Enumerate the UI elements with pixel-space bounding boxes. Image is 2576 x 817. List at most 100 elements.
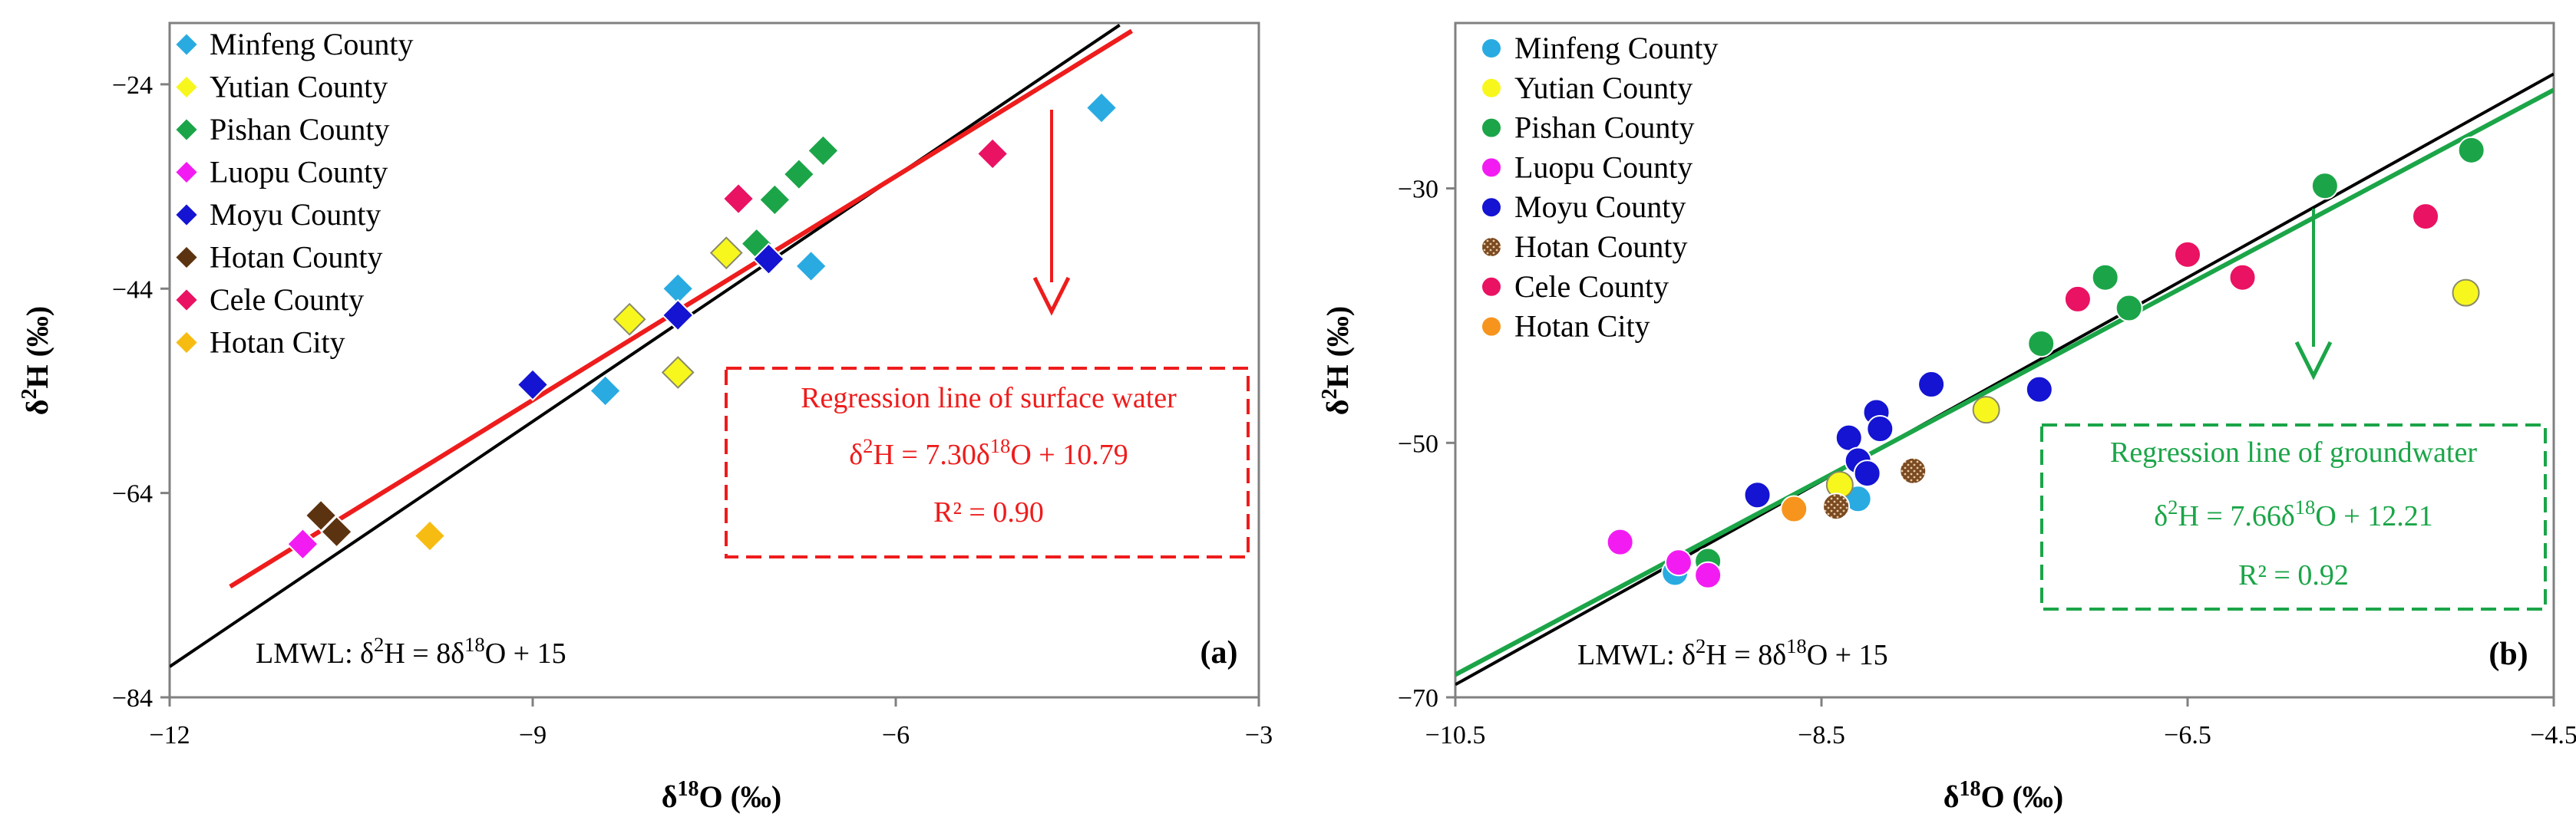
regression-box (725, 367, 1250, 558)
data-point (2063, 285, 2092, 313)
data-points (286, 91, 1118, 561)
data-point (1899, 456, 1927, 485)
legend-label: Hotan County (210, 240, 383, 275)
annotation-arrow-head (2294, 341, 2333, 380)
data-point (2091, 263, 2119, 292)
data-point (2027, 329, 2056, 357)
lmwl-equation: LMWL: δ2H = 8δ18O + 15 (1577, 634, 1888, 671)
y-tick-label: −84 (112, 684, 153, 713)
legend-label: Moyu County (210, 197, 381, 232)
legend-marker (173, 287, 200, 313)
x-tick-label: −8.5 (1798, 721, 1845, 749)
x-tick-label: −9 (519, 721, 547, 749)
legend-marker (1481, 315, 1502, 338)
x-tick-label: −10.5 (1425, 721, 1486, 749)
legend-marker (173, 31, 200, 58)
legend-marker (173, 330, 200, 355)
data-point (589, 374, 623, 407)
legend-label: Luopu County (1514, 150, 1693, 184)
y-tick-label: −64 (112, 480, 153, 509)
x-axis-label: δ18O (‰) (662, 777, 782, 815)
data-point (1664, 549, 1693, 577)
legend-marker (1481, 275, 1502, 298)
x-tick-label: −4.5 (2530, 721, 2576, 749)
legend-label: Luopu County (210, 155, 388, 189)
data-point (2174, 240, 2201, 268)
legend-marker (1481, 156, 1502, 179)
legend-marker (1481, 236, 1502, 258)
data-point (1694, 561, 1722, 589)
plot-frame (168, 21, 1260, 699)
regression-box (2040, 423, 2547, 611)
data-point (661, 298, 695, 332)
regression-title: Regression line of surface water (801, 382, 1177, 414)
regression-lines (1455, 72, 2554, 687)
legend-label: Minfeng County (210, 27, 414, 61)
legend-marker (173, 117, 200, 143)
y-tick-label: −24 (112, 71, 153, 100)
x-tick-label: −6.5 (2164, 721, 2211, 749)
legend-label: Hotan City (1514, 309, 1650, 344)
x-tick-label: −3 (1245, 721, 1273, 749)
legend-label: Cele County (210, 282, 364, 317)
legend-marker (1481, 117, 1502, 139)
legend-label: Yutian County (210, 70, 388, 104)
data-point (752, 242, 785, 276)
legend-label: Hotan County (1514, 229, 1688, 264)
data-points (1606, 136, 2485, 589)
legend-marker (173, 202, 200, 228)
legend-label: Minfeng County (1514, 31, 1719, 65)
data-point (2115, 294, 2143, 322)
legend-label: Pishan County (210, 112, 389, 147)
y-axis-label: δ2H (‰) (18, 306, 55, 416)
data-point (320, 515, 353, 549)
data-point (1972, 396, 2000, 424)
legend-marker (173, 74, 200, 100)
data-point (2457, 136, 2485, 164)
data-point (2025, 375, 2053, 404)
data-point (722, 182, 755, 216)
x-axis-label: δ18O (‰) (1944, 777, 2064, 815)
data-point (1917, 371, 1946, 399)
legend-label: Cele County (1514, 269, 1669, 304)
regression-line (1455, 87, 2554, 677)
legend-marker (173, 160, 200, 185)
legend-marker (1481, 196, 1502, 219)
data-point (1822, 493, 1851, 521)
legend-label: Pishan County (1514, 110, 1694, 145)
regression-title: Regression line of groundwater (2110, 437, 2477, 469)
legend-marker (1481, 38, 1502, 59)
regression-equation: δ2H = 7.66δ18O + 12.21 (2154, 496, 2432, 532)
data-point (2228, 263, 2257, 292)
data-point (2452, 278, 2480, 307)
data-point (613, 302, 646, 336)
data-point (976, 137, 1009, 170)
data-point (661, 356, 695, 389)
x-tick-label: −6 (882, 721, 910, 749)
data-point (1853, 460, 1881, 488)
data-point (413, 519, 447, 552)
data-point (758, 183, 791, 216)
y-tick-label: −44 (112, 275, 153, 304)
data-point (806, 134, 840, 167)
data-point (304, 499, 338, 532)
legend-label: Moyu County (1514, 189, 1686, 224)
legend-marker (173, 245, 200, 270)
data-point (709, 236, 743, 270)
legend-label: Hotan City (210, 325, 345, 360)
data-point (2310, 172, 2339, 200)
legend-marker (1481, 77, 1502, 99)
plot-frame (1454, 21, 2555, 699)
lmwl-equation: LMWL: δ2H = 8δ18O + 15 (256, 633, 566, 670)
data-point (286, 527, 319, 561)
y-tick-label: −50 (1398, 430, 1438, 458)
lmwl-line (170, 24, 1121, 668)
y-tick-label: −30 (1398, 176, 1438, 204)
panel-label: (a) (1200, 635, 1238, 670)
panel-a-chart: −12 −9 −6 −3 −24 −44 −64 −84 δ18O (‰) δ2H (‰) Minf… (18, 21, 1273, 815)
data-point (782, 157, 816, 191)
data-point (2412, 203, 2440, 231)
y-tick-label: −70 (1398, 684, 1438, 713)
panel-label: (b) (2488, 637, 2528, 672)
